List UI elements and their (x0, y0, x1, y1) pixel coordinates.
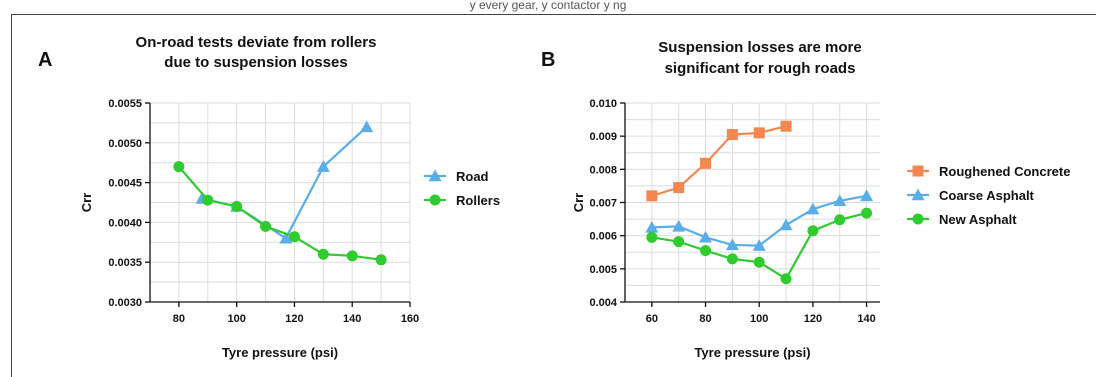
data-point (699, 230, 713, 243)
panel-letter: A (38, 49, 52, 71)
data-point (700, 157, 712, 169)
legend-marker (912, 213, 924, 225)
legend-entry: Road (424, 169, 489, 184)
y-tick-label: 0.007 (589, 198, 617, 210)
data-point (726, 129, 738, 141)
data-point (672, 219, 686, 232)
series-line (178, 165, 382, 261)
data-point (779, 218, 793, 231)
data-point (861, 207, 873, 219)
header-text: y every gear, y contactor y ng (470, 0, 627, 12)
data-point (645, 220, 659, 233)
x-tick-label: 60 (646, 313, 658, 325)
legend-label: Rollers (456, 193, 500, 208)
data-point (725, 238, 739, 251)
series-new-asphalt (646, 207, 873, 285)
legend-entry: Rollers (424, 193, 500, 208)
data-point (317, 248, 329, 260)
x-tick-label: 140 (343, 313, 361, 325)
chart-title-line: Suspension losses are more (658, 39, 861, 56)
series-coarse-asphalt (645, 189, 874, 251)
panel-b: B Suspension losses are more significant f… (541, 39, 1070, 360)
data-point (780, 273, 792, 285)
x-tick-label: 160 (401, 313, 419, 325)
data-point (806, 202, 820, 215)
data-point (752, 239, 766, 251)
x-tick-label: 140 (857, 313, 875, 325)
figure-border (11, 14, 1096, 377)
data-point (807, 225, 819, 237)
data-point (780, 120, 792, 132)
chart-title-line: On-road tests deviate from rollers (136, 34, 377, 51)
x-tick-label: 80 (173, 313, 185, 325)
y-tick-label: 0.0035 (108, 257, 142, 269)
panel-a: A On-road tests deviate from rollers due t… (38, 34, 500, 360)
data-point (173, 161, 185, 173)
legend-marker (429, 194, 441, 206)
data-point (260, 220, 272, 232)
y-tick-label: 0.0040 (108, 217, 142, 229)
y-tick-label: 0.008 (589, 164, 617, 176)
y-tick-label: 0.0030 (108, 297, 142, 309)
data-point (279, 231, 293, 244)
y-tick-label: 0.006 (589, 231, 617, 243)
x-tick-label: 100 (227, 313, 245, 325)
data-point (646, 190, 658, 202)
legend-label: Road (456, 169, 489, 184)
panel-letter: B (541, 49, 555, 71)
y-axis-label: Crr (79, 193, 94, 213)
data-point (834, 214, 846, 226)
legend-marker (428, 169, 442, 182)
y-tick-label: 0.010 (589, 98, 617, 110)
legend-label: Coarse Asphalt (939, 188, 1035, 203)
x-tick-label: 80 (699, 313, 711, 325)
chart-title-line: due to suspension losses (164, 54, 347, 71)
data-point (860, 189, 874, 202)
data-point (646, 231, 658, 243)
x-tick-label: 120 (285, 313, 303, 325)
legend-label: Roughened Concrete (939, 164, 1070, 179)
y-tick-label: 0.004 (589, 297, 617, 309)
data-point (833, 194, 847, 207)
legend-marker (912, 165, 924, 177)
y-tick-label: 0.0045 (108, 178, 142, 190)
data-point (288, 231, 300, 243)
data-point (726, 253, 738, 265)
data-point (753, 127, 765, 139)
data-point (673, 236, 685, 248)
x-axis-label: Tyre pressure (psi) (694, 345, 810, 360)
legend-marker (911, 188, 925, 201)
legend-entry: Coarse Asphalt (907, 188, 1035, 203)
y-tick-label: 0.009 (589, 131, 617, 143)
series-road (195, 120, 374, 244)
y-axis-label: Crr (571, 193, 586, 213)
series-roughened-concrete (646, 120, 792, 202)
x-tick-label: 100 (750, 313, 768, 325)
y-tick-label: 0.0055 (108, 98, 142, 110)
legend-entry: Roughened Concrete (907, 164, 1070, 179)
data-point (316, 160, 330, 172)
legend-entry: New Asphalt (907, 212, 1017, 227)
data-point (360, 120, 374, 133)
data-point (375, 254, 387, 266)
y-tick-label: 0.0050 (108, 138, 142, 150)
data-point (231, 200, 243, 212)
series-rollers (173, 161, 387, 266)
data-point (202, 194, 214, 206)
data-point (753, 256, 765, 268)
data-point (700, 245, 712, 257)
legend-label: New Asphalt (939, 212, 1017, 227)
data-point (346, 250, 358, 262)
chart-title-line: significant for rough roads (665, 60, 856, 77)
x-tick-label: 120 (804, 313, 822, 325)
y-tick-label: 0.005 (589, 264, 617, 276)
x-axis-label: Tyre pressure (psi) (222, 345, 338, 360)
data-point (673, 182, 685, 194)
